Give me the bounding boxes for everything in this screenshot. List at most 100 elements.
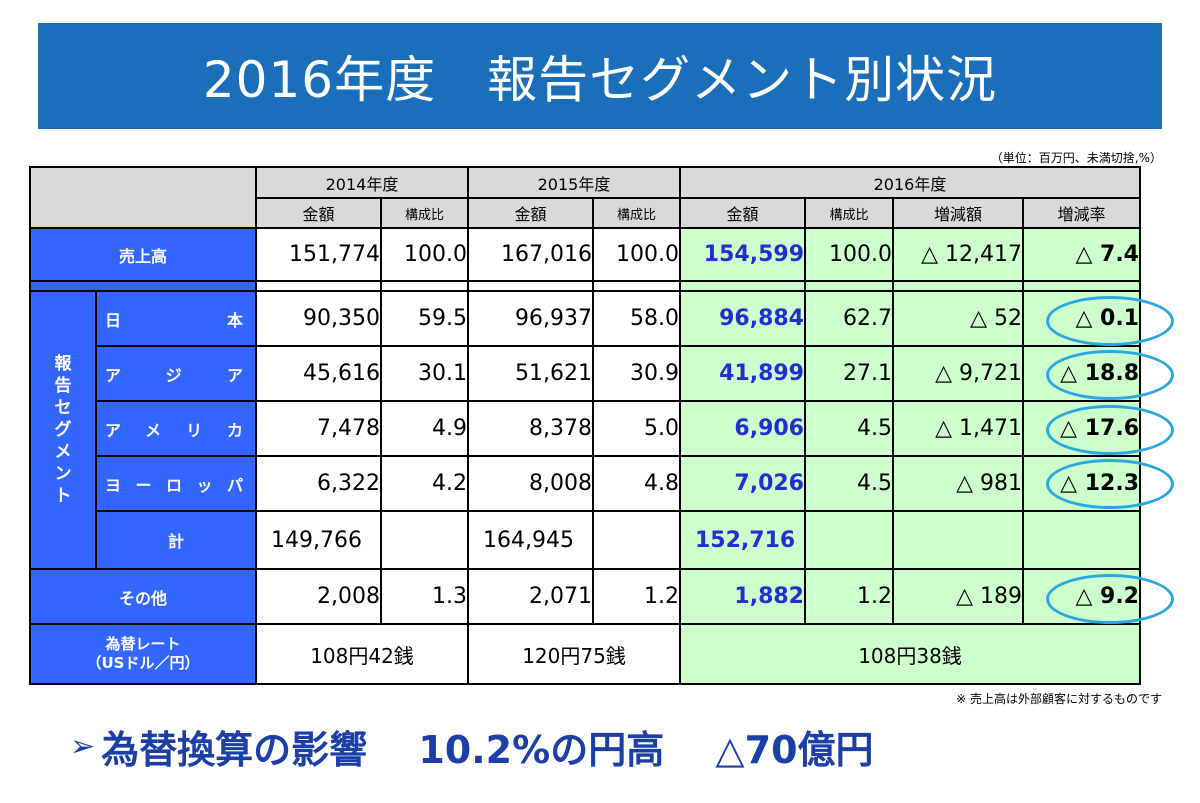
- japan-2016-amount: 96,884: [679, 290, 806, 347]
- america-2016-ratio: 4.5: [804, 400, 894, 457]
- amount-header-2015: 金額: [467, 197, 594, 229]
- segment-row-america: アメリカ 7,478 4.9 8,378 5.0 6,906 4.5 △ 1,4…: [30, 400, 1141, 457]
- ratio-header-2016: 構成比: [804, 197, 894, 229]
- spacer-cell: [380, 280, 469, 292]
- sales-change-rate: △ 7.4: [1022, 227, 1141, 282]
- sales-2014-amount: 151,774: [255, 227, 382, 282]
- america-2014-ratio: 4.9: [380, 400, 469, 457]
- segment-label-europe: ヨーロッパ: [95, 455, 257, 512]
- title-banner: 2016年度 報告セグメント別状況: [38, 23, 1162, 129]
- spacer-label: [29, 280, 257, 292]
- asia-2016-ratio: 27.1: [804, 345, 894, 402]
- arrow-bullet-icon: ➢: [70, 728, 96, 764]
- america-change-amount: △ 1,471: [892, 400, 1024, 457]
- spacer-cell: [1022, 280, 1141, 292]
- footnote: ※ 売上高は外部顧客に対するものです: [956, 692, 1162, 706]
- unit-note: （単位：百万円、未満切捨,%）: [990, 151, 1162, 165]
- page-title: 2016年度 報告セグメント別状況: [202, 51, 998, 109]
- sales-2016-amount: 154,599: [679, 227, 806, 282]
- japan-2014-amount: 90,350: [255, 290, 382, 347]
- europe-2016-ratio: 4.5: [804, 455, 894, 512]
- other-2015-amount: 2,071: [467, 568, 594, 625]
- conclusion-text: 為替換算の影響 10.2%の円高 △70億円: [101, 727, 874, 772]
- europe-2014-ratio: 4.2: [380, 455, 469, 512]
- ratio-header-2015: 構成比: [592, 197, 681, 229]
- change-amount-header: 増減額: [892, 197, 1024, 229]
- segment-label-japan: 日本: [95, 290, 257, 347]
- asia-change-rate: △ 18.8: [1022, 345, 1141, 402]
- year-2016-header: 2016年度: [679, 166, 1141, 199]
- japan-change-amount: △ 52: [892, 290, 1024, 347]
- japan-2016-ratio: 62.7: [804, 290, 894, 347]
- asia-2015-amount: 51,621: [467, 345, 594, 402]
- asia-2016-amount: 41,899: [679, 345, 806, 402]
- ratio-header-2014: 構成比: [380, 197, 469, 229]
- total-2015-ratio: [592, 510, 681, 570]
- other-label: その他: [29, 568, 257, 625]
- america-2016-amount: 6,906: [679, 400, 806, 457]
- europe-change-amount: △ 981: [892, 455, 1024, 512]
- sales-change-amount: △ 12,417: [892, 227, 1024, 282]
- spacer-cell: [892, 280, 1024, 292]
- spacer-cell: [679, 280, 806, 292]
- year-2014-header: 2014年度: [255, 166, 469, 199]
- amount-header-2014: 金額: [255, 197, 382, 229]
- other-2014-ratio: 1.3: [380, 568, 469, 625]
- america-2015-ratio: 5.0: [592, 400, 681, 457]
- column-header-row: 金額 構成比 金額 構成比 金額 構成比 増減額 増減率: [30, 197, 1141, 229]
- year-2015-header: 2015年度: [467, 166, 681, 199]
- segment-label-america: アメリカ: [95, 400, 257, 457]
- europe-2015-amount: 8,008: [467, 455, 594, 512]
- segment-group-label: 報告セグメント: [29, 290, 97, 570]
- total-change-rate: [1022, 510, 1141, 570]
- sales-2014-ratio: 100.0: [380, 227, 469, 282]
- spacer-row: [29, 280, 1141, 292]
- total-2014-amount: 149,766: [255, 510, 382, 570]
- europe-change-rate: △ 12.3: [1022, 455, 1141, 512]
- total-2014-ratio: [380, 510, 469, 570]
- total-2016-amount: 152,716: [679, 510, 806, 570]
- conclusion: ➢ 為替換算の影響 10.2%の円高 △70億円: [70, 716, 1070, 776]
- europe-2016-amount: 7,026: [679, 455, 806, 512]
- fx-label-line1: 為替レート: [105, 635, 181, 653]
- sales-2016-ratio: 100.0: [804, 227, 894, 282]
- america-2014-amount: 7,478: [255, 400, 382, 457]
- total-2015-amount: 164,945: [467, 510, 594, 570]
- corner-header: [29, 166, 257, 229]
- fx-2016: 108円38銭: [679, 623, 1141, 685]
- sales-2015-amount: 167,016: [467, 227, 594, 282]
- other-change-rate: △ 9.2: [1022, 568, 1141, 625]
- spacer-cell: [255, 280, 382, 292]
- europe-2014-amount: 6,322: [255, 455, 382, 512]
- spacer-cell: [592, 280, 681, 292]
- segment-total-row: 計 149,766 164,945 152,716: [30, 510, 1141, 570]
- other-row: その他 2,008 1.3 2,071 1.2 1,882 1.2 △ 189 …: [29, 568, 1141, 625]
- segment-total-label: 計: [95, 510, 257, 570]
- segment-label-asia: アジア: [95, 345, 257, 402]
- japan-change-rate: △ 0.1: [1022, 290, 1141, 347]
- segment-group-label-text: 報告セグメント: [54, 354, 72, 506]
- asia-2014-amount: 45,616: [255, 345, 382, 402]
- japan-2014-ratio: 59.5: [380, 290, 469, 347]
- segment-row-europe: ヨーロッパ 6,322 4.2 8,008 4.8 7,026 4.5 △ 98…: [30, 455, 1141, 512]
- other-2016-amount: 1,882: [679, 568, 806, 625]
- asia-2014-ratio: 30.1: [380, 345, 469, 402]
- other-2014-amount: 2,008: [255, 568, 382, 625]
- spacer-cell: [804, 280, 894, 292]
- fx-label-line2: （USドル／円）: [86, 654, 200, 672]
- fx-2014: 108円42銭: [255, 623, 469, 685]
- europe-2015-ratio: 4.8: [592, 455, 681, 512]
- total-change-amount: [892, 510, 1024, 570]
- fx-label: 為替レート （USドル／円）: [29, 623, 257, 685]
- spacer-cell: [467, 280, 594, 292]
- segment-row-asia: アジア 45,616 30.1 51,621 30.9 41,899 27.1 …: [30, 345, 1141, 402]
- change-rate-header: 増減率: [1022, 197, 1141, 229]
- fx-2015: 120円75銭: [467, 623, 681, 685]
- asia-change-amount: △ 9,721: [892, 345, 1024, 402]
- year-header-row: 2014年度 2015年度 2016年度: [29, 166, 1141, 229]
- japan-2015-ratio: 58.0: [592, 290, 681, 347]
- sales-label: 売上高: [29, 227, 257, 282]
- japan-2015-amount: 96,937: [467, 290, 594, 347]
- other-2015-ratio: 1.2: [592, 568, 681, 625]
- america-2015-amount: 8,378: [467, 400, 594, 457]
